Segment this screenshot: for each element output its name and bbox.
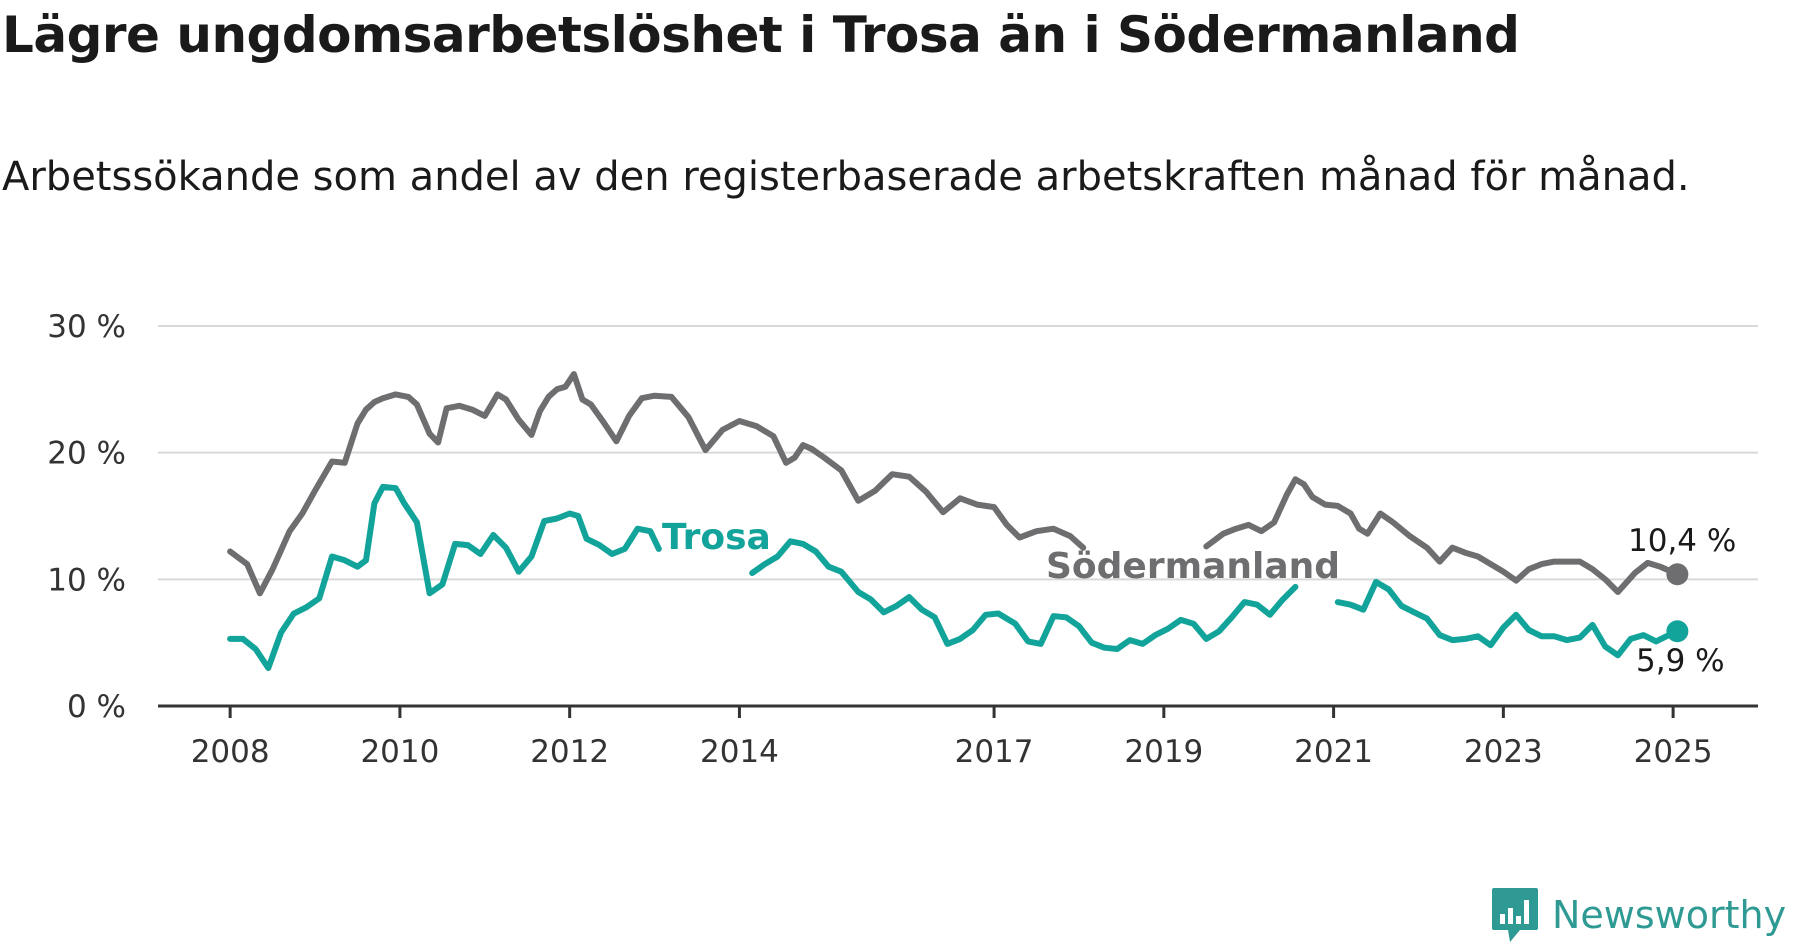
x-tick-label: 2023	[1464, 734, 1543, 770]
newsworthy-logo: Newsworthy	[1490, 886, 1786, 944]
series-labels: Trosa Södermanland 10,4 % 5,9 %	[662, 517, 1736, 679]
axes: 0 % 10 % 20 % 30 % 2008 2010 2012 2014 2017 2019 2…	[47, 309, 1758, 770]
end-point-trosa	[1666, 620, 1689, 643]
series-lines	[227, 371, 1689, 671]
series-line-sodermanland	[227, 371, 1087, 597]
series-line-trosa	[227, 483, 662, 671]
newsworthy-logo-icon	[1492, 888, 1538, 942]
brand-name: Newsworthy	[1552, 893, 1787, 937]
x-tick-label: 2025	[1634, 734, 1713, 770]
series-label-trosa: Trosa	[662, 517, 771, 558]
y-tick-label: 10 %	[47, 562, 126, 598]
x-tick-label: 2008	[191, 734, 270, 770]
y-tick-label: 0 %	[67, 689, 126, 725]
y-tick-label: 20 %	[47, 436, 126, 472]
y-tick-label: 30 %	[47, 309, 126, 345]
x-tick-label: 2021	[1294, 734, 1373, 770]
x-tick-label: 2012	[530, 734, 609, 770]
x-tick-label: 2010	[360, 734, 439, 770]
grid-lines	[158, 325, 1758, 581]
series-line-sodermanland	[1203, 476, 1681, 595]
x-tick-label: 2019	[1124, 734, 1203, 770]
x-tick-label: 2017	[955, 734, 1034, 770]
series-line-trosa	[1334, 578, 1681, 659]
end-label-trosa: 5,9 %	[1636, 643, 1725, 679]
series-label-sodermanland: Södermanland	[1046, 546, 1340, 587]
chart-subtitle: Arbetssökande som andel av den registerb…	[2, 154, 1690, 200]
x-tick-label: 2014	[700, 734, 779, 770]
chart-title: Lägre ungdomsarbetslöshet i Trosa än i S…	[2, 6, 1520, 64]
end-label-sodermanland: 10,4 %	[1628, 523, 1736, 559]
series-line-trosa	[749, 538, 1299, 652]
line-chart: 0 % 10 % 20 % 30 % 2008 2010 2012 2014 2017 2019 2…	[47, 309, 1758, 770]
end-point-sodermanland	[1666, 563, 1689, 586]
